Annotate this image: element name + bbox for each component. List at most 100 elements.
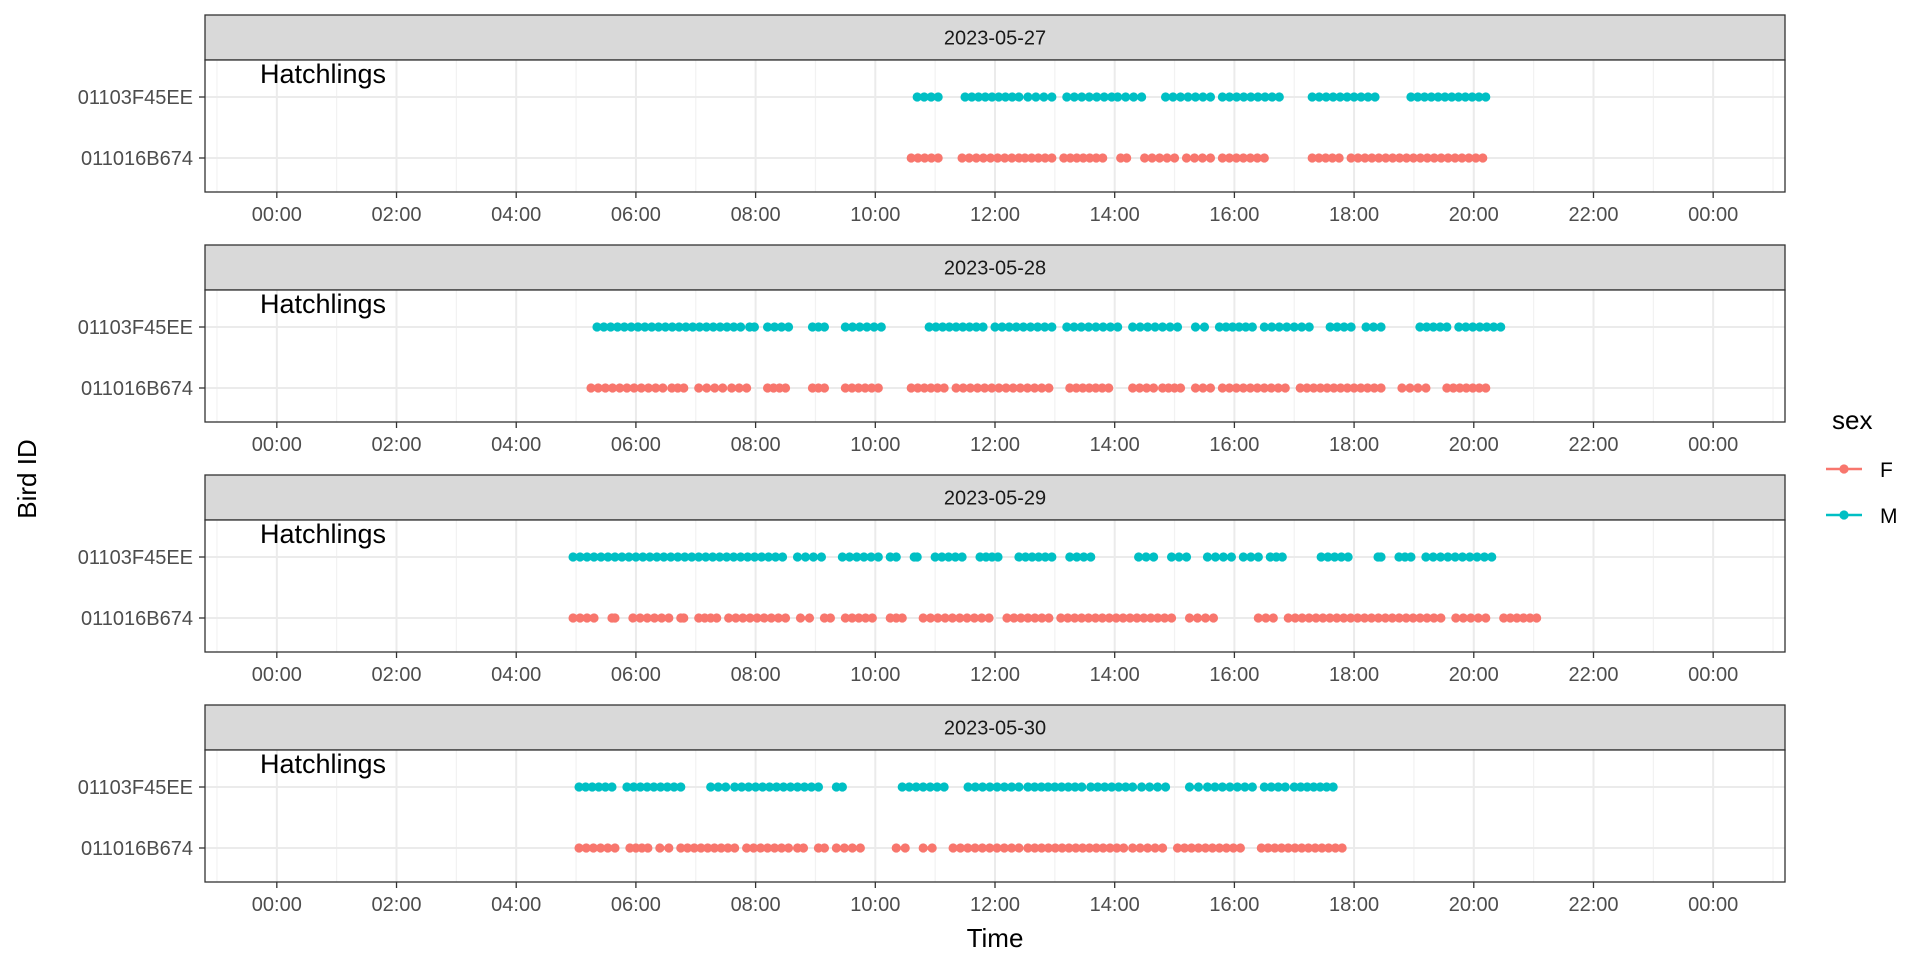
bout-point <box>1134 552 1144 562</box>
bout-point <box>587 782 597 792</box>
bout-point <box>1451 613 1461 623</box>
bout-point <box>742 843 752 853</box>
bout-point <box>1023 843 1033 853</box>
bout-point <box>1448 383 1458 393</box>
bout-point <box>1104 613 1114 623</box>
x-tick-label: 08:00 <box>731 204 781 226</box>
bout-point <box>1146 613 1156 623</box>
bout-point <box>1031 92 1041 102</box>
bout-point <box>844 552 855 562</box>
bout-point <box>808 552 819 562</box>
bout-point <box>1276 843 1287 853</box>
bout-point <box>635 782 645 792</box>
bout-point <box>1007 92 1017 102</box>
x-tick-label: 14:00 <box>1090 204 1140 226</box>
bout-point <box>1128 782 1138 792</box>
activity-bout <box>1397 383 1431 393</box>
activity-bout <box>885 552 901 562</box>
bout-point <box>1050 843 1060 853</box>
bout-point <box>1091 843 1101 853</box>
bout-point <box>957 153 967 163</box>
bout-point <box>785 782 796 792</box>
x-tick-label: 08:00 <box>731 664 781 686</box>
bout-point <box>1023 92 1033 102</box>
bout-point <box>924 322 934 332</box>
bout-point <box>1468 322 1478 332</box>
bout-point <box>688 322 698 332</box>
bout-point <box>1512 613 1522 623</box>
x-tick-label: 06:00 <box>611 204 661 226</box>
activity-bout <box>762 322 794 332</box>
bout-point <box>764 782 775 792</box>
bout-point <box>713 782 723 792</box>
bout-point <box>948 843 958 853</box>
bout-point <box>1330 843 1340 853</box>
bout-point <box>806 782 817 792</box>
bout-point <box>1029 383 1040 393</box>
activity-bout <box>1002 613 1054 623</box>
bout-point <box>1072 153 1082 163</box>
bout-point <box>1137 782 1147 792</box>
x-tick-label: 10:00 <box>850 894 900 916</box>
bout-point <box>1184 782 1195 792</box>
legend-title: sex <box>1832 405 1872 435</box>
activity-bout <box>568 613 599 623</box>
bout-point <box>987 383 997 393</box>
bout-point <box>1360 153 1370 163</box>
bout-point <box>1202 782 1213 792</box>
facet-strip-label: 2023-05-27 <box>944 28 1046 50</box>
bout-point <box>1474 92 1484 102</box>
x-tick-label: 20:00 <box>1449 434 1499 456</box>
bout-point <box>1198 383 1208 393</box>
bout-point <box>819 383 830 393</box>
bout-point <box>1429 613 1439 623</box>
bout-point <box>1482 322 1492 332</box>
activity-bout <box>1062 92 1117 102</box>
bout-point <box>612 322 623 332</box>
bout-point <box>1334 153 1344 163</box>
bout-point <box>1479 552 1490 562</box>
activity-bout <box>1023 782 1087 792</box>
bout-point <box>1296 782 1306 792</box>
activity-bout <box>1137 782 1171 792</box>
bout-point <box>1422 322 1432 332</box>
bout-point <box>813 782 824 792</box>
bout-point <box>1241 322 1251 332</box>
bout-point <box>1374 153 1384 163</box>
bout-point <box>710 383 720 393</box>
bout-point <box>1228 843 1238 853</box>
bout-point <box>1011 322 1021 332</box>
bout-point <box>1356 383 1366 393</box>
bout-point <box>1435 552 1446 562</box>
bout-point <box>696 843 706 853</box>
activity-bout <box>975 552 1003 562</box>
legend-key-point <box>1839 510 1849 520</box>
bout-point <box>932 383 943 393</box>
bout-point <box>695 322 705 332</box>
bout-point <box>1302 782 1312 792</box>
bout-point <box>673 552 683 562</box>
bout-point <box>1078 843 1088 853</box>
activity-bout <box>1023 843 1129 853</box>
bout-point <box>1297 322 1307 332</box>
bout-point <box>837 782 847 792</box>
facet-panel: 2023-05-30 Hatchlings 01103F45EE 011016B674… <box>78 704 1786 916</box>
bout-point <box>1047 322 1057 332</box>
bout-point <box>937 552 947 562</box>
bout-point <box>1135 843 1145 853</box>
bout-point <box>643 843 653 853</box>
bout-point <box>1150 322 1160 332</box>
bout-point <box>1217 153 1228 163</box>
bout-point <box>1140 153 1150 163</box>
activity-bout <box>1172 843 1245 853</box>
series-01103F45EE-M <box>592 322 1506 332</box>
bout-point <box>721 782 731 792</box>
bout-point <box>1119 843 1129 853</box>
bout-point <box>1231 153 1241 163</box>
x-tick-label: 00:00 <box>252 894 302 916</box>
bout-point <box>770 552 781 562</box>
bout-point <box>780 383 791 393</box>
x-tick-label: 04:00 <box>491 894 541 916</box>
bout-point <box>1231 383 1241 393</box>
bout-point <box>1114 782 1124 792</box>
